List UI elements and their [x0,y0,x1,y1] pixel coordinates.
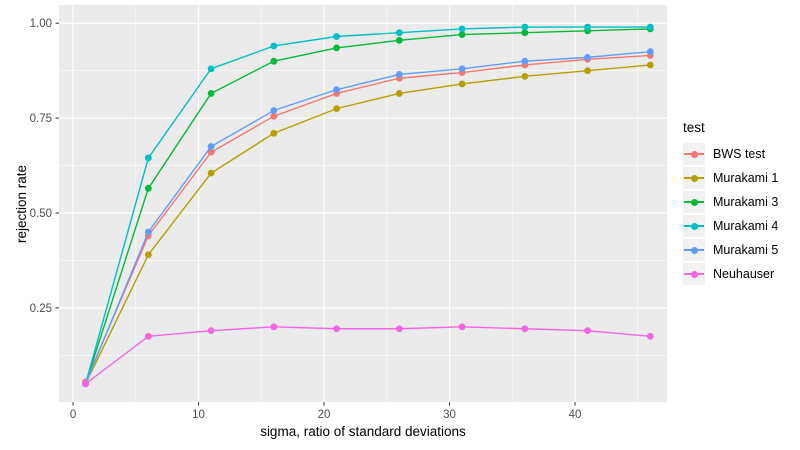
data-point [395,325,403,333]
data-point [521,29,529,37]
data-point [144,228,152,236]
data-point [144,332,152,340]
data-point [144,184,152,192]
data-point [395,71,403,78]
data-point [521,57,529,65]
data-point [207,327,215,335]
data-point [395,90,403,97]
data-point [584,53,591,61]
data-point [458,323,466,331]
data-point [521,23,529,31]
legend-item: Murakami 3 [683,190,778,214]
legend-key-swatch [683,215,705,237]
data-point [646,48,654,56]
legend-item: Murakami 4 [683,214,778,238]
data-point [584,327,591,335]
data-point [333,86,340,94]
legend-key-dot [690,174,698,182]
data-point [270,129,278,137]
data-point [333,44,340,52]
x-tick-label: 10 [192,409,205,421]
data-point [144,251,152,259]
x-tick-label: 20 [318,409,331,421]
data-point [584,23,591,31]
legend-item-label: Murakami 4 [713,219,779,233]
data-point [646,332,654,340]
x-axis-title: sigma, ratio of standard deviations [260,424,466,439]
data-point [333,325,340,333]
legend-key-swatch [683,191,705,213]
y-tick-label: 0.75 [30,113,52,125]
series-line [85,326,651,385]
data-point [207,143,215,150]
legend-item: Murakami 5 [683,238,778,262]
data-point [521,72,529,80]
legend-key-swatch [683,143,705,165]
x-tick-label: 40 [569,409,582,421]
legend-item: BWS test [683,142,778,166]
y-tick-label: 1.00 [30,18,52,30]
legend-item-label: Murakami 5 [713,243,779,257]
legend-key-dot [690,222,698,230]
legend-item-label: Murakami 3 [713,195,779,209]
data-point [333,105,340,113]
data-point [646,61,654,69]
data-point [207,148,215,156]
data-point [207,169,215,177]
y-tick-label: 0.50 [30,208,52,220]
data-point [270,107,278,114]
legend-item-label: BWS test [713,147,766,161]
legend-item: Murakami 1 [683,166,778,190]
data-point [82,380,90,388]
series-line [84,54,651,383]
data-point [521,325,529,333]
data-point [458,65,466,73]
data-point [270,112,278,120]
y-tick-label: 0.25 [30,303,52,315]
data-point [144,154,152,162]
series-line [84,50,651,385]
legend-items: BWS test Murakami 1 Murakami 3 Murakami 4 Mu… [683,142,778,286]
legend-key-dot [690,246,698,254]
legend-key-dot [690,150,698,158]
series-line [84,26,651,384]
data-point [395,36,403,44]
data-point [207,90,215,97]
data-point [395,29,403,37]
data-point [270,42,278,50]
legend-key-swatch [683,239,705,261]
legend-item: Neuhauser [683,262,778,286]
legend-key-swatch [683,263,705,285]
data-point [458,25,466,33]
legend-key-swatch [683,167,705,189]
data-point [270,57,278,65]
legend-title: test [683,120,705,135]
data-point [270,323,278,331]
legend-item-label: Murakami 1 [713,171,779,185]
series-line [84,28,651,384]
legend: test BWS test Murakami 1 Murakami 3 Murakam… [683,120,778,286]
legend-key-dot [690,270,698,278]
data-point [458,31,466,39]
data-point [646,23,654,31]
data-point [458,80,466,88]
data-point [333,33,340,40]
data-point [584,67,591,75]
x-tick-label: 0 [70,409,76,421]
series-line [84,64,651,385]
x-tick-label: 30 [443,409,456,421]
y-axis-title-text: rejection rate [14,164,29,244]
data-point [207,65,215,73]
legend-item-label: Neuhauser [713,267,775,281]
legend-key-dot [690,198,698,206]
panel-background [59,5,667,402]
